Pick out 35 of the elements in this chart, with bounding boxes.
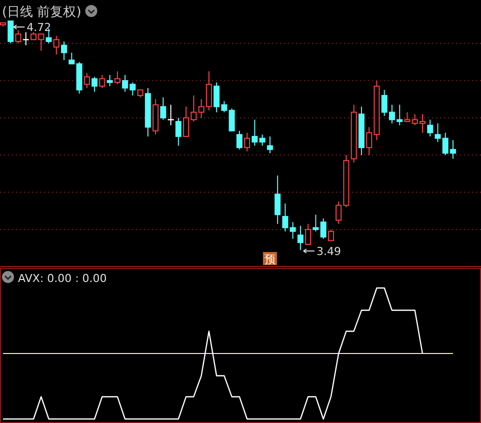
candlestick: [266, 136, 273, 154]
candlestick: [92, 76, 98, 92]
candlestick: [84, 72, 90, 89]
candlestick: [297, 225, 304, 250]
candlestick: [175, 117, 182, 146]
candlestick: [290, 222, 296, 240]
candlestick: [106, 74, 113, 87]
candlestick: [114, 70, 120, 85]
candlestick: [252, 119, 258, 146]
candlestick: [8, 20, 14, 44]
candlestick: [282, 202, 288, 232]
candlestick: [427, 119, 434, 137]
candlestick: [244, 132, 250, 152]
candlestick: [68, 52, 75, 64]
annotation: 4.72: [26, 21, 52, 34]
text: 预: [264, 253, 276, 266]
candlestick: [160, 96, 166, 120]
annotation: 3.49: [316, 245, 341, 258]
candlestick: [320, 218, 326, 240]
candlestick: [328, 229, 334, 242]
candlestick: [15, 30, 22, 44]
candlestick: [434, 122, 441, 143]
candlestick: [274, 175, 281, 224]
candlestick: [259, 134, 266, 146]
candlestick: [228, 108, 235, 132]
candlestick: [312, 214, 319, 232]
candlestick: [53, 35, 60, 56]
candlestick: [99, 74, 106, 89]
candlestick: [305, 223, 312, 245]
chart-title: (日线 前复权): [2, 5, 82, 20]
candlestick: [236, 130, 242, 150]
chart-title: AVX: 0.00 : 0.00: [18, 272, 107, 285]
candlestick: [61, 40, 68, 61]
candlestick: [167, 104, 174, 126]
candlestick: [404, 112, 410, 122]
